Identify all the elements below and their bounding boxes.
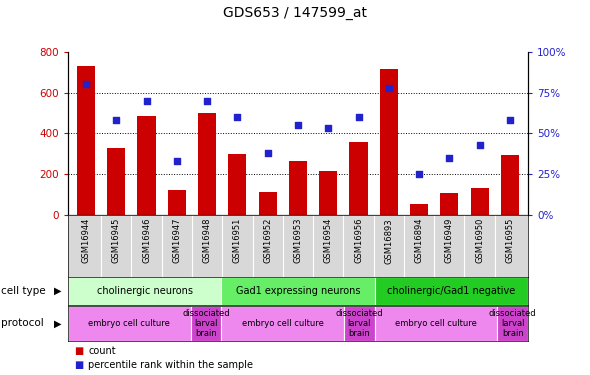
Text: embryo cell culture: embryo cell culture xyxy=(242,319,323,328)
Point xyxy=(323,125,333,131)
Bar xyxy=(221,277,375,305)
Point xyxy=(232,114,242,120)
Point xyxy=(112,117,121,123)
Text: GSM16946: GSM16946 xyxy=(142,218,151,264)
Bar xyxy=(380,69,398,215)
Bar xyxy=(410,204,428,215)
Bar xyxy=(168,190,186,215)
Text: ▶: ▶ xyxy=(54,318,61,328)
Point xyxy=(354,114,363,120)
Text: protocol: protocol xyxy=(1,318,44,328)
Bar xyxy=(258,192,277,215)
Bar xyxy=(137,116,156,215)
Text: ■: ■ xyxy=(74,346,83,356)
Bar xyxy=(68,306,191,341)
Text: GSM16948: GSM16948 xyxy=(202,218,212,264)
Text: GSM16949: GSM16949 xyxy=(445,218,454,263)
Text: percentile rank within the sample: percentile rank within the sample xyxy=(88,360,254,370)
Text: GSM16947: GSM16947 xyxy=(172,218,181,264)
Point xyxy=(445,155,454,161)
Text: cholinergic/Gad1 negative: cholinergic/Gad1 negative xyxy=(387,286,516,296)
Bar xyxy=(221,306,344,341)
Text: embryo cell culture: embryo cell culture xyxy=(395,319,477,328)
Point xyxy=(263,150,273,156)
Bar xyxy=(107,148,125,215)
Text: GSM16952: GSM16952 xyxy=(263,218,272,263)
Text: dissociated
larval
brain: dissociated larval brain xyxy=(182,309,230,338)
Bar xyxy=(497,306,528,341)
Point xyxy=(172,158,182,164)
Text: Gad1 expressing neurons: Gad1 expressing neurons xyxy=(235,286,360,296)
Bar xyxy=(198,113,216,215)
Text: embryo cell culture: embryo cell culture xyxy=(88,319,170,328)
Bar xyxy=(470,188,489,215)
Text: dissociated
larval
brain: dissociated larval brain xyxy=(489,309,536,338)
Bar xyxy=(349,142,368,215)
Text: GDS653 / 147599_at: GDS653 / 147599_at xyxy=(223,6,367,20)
Text: cholinergic neurons: cholinergic neurons xyxy=(97,286,192,296)
Point xyxy=(142,98,151,104)
Text: GSM16945: GSM16945 xyxy=(112,218,121,263)
Point xyxy=(293,122,303,128)
Bar xyxy=(440,194,458,215)
Point xyxy=(505,117,514,123)
Point xyxy=(414,171,424,177)
Text: GSM16955: GSM16955 xyxy=(506,218,514,263)
Point xyxy=(202,98,212,104)
Text: GSM16956: GSM16956 xyxy=(354,218,363,264)
Text: GSM16954: GSM16954 xyxy=(324,218,333,263)
Bar xyxy=(319,171,337,215)
Point xyxy=(475,142,484,148)
Point xyxy=(384,85,394,91)
Text: GSM16944: GSM16944 xyxy=(81,218,90,263)
Text: GSM16893: GSM16893 xyxy=(384,218,394,264)
Bar xyxy=(375,277,528,305)
Bar xyxy=(501,155,519,215)
Text: ■: ■ xyxy=(74,360,83,370)
Text: GSM16894: GSM16894 xyxy=(415,218,424,264)
Bar xyxy=(77,66,95,215)
Text: dissociated
larval
brain: dissociated larval brain xyxy=(336,309,383,338)
Bar xyxy=(289,161,307,215)
Text: GSM16950: GSM16950 xyxy=(475,218,484,263)
Bar xyxy=(344,306,375,341)
Bar xyxy=(191,306,221,341)
Point xyxy=(81,81,91,87)
Bar xyxy=(68,277,221,305)
Bar xyxy=(375,306,497,341)
Text: GSM16951: GSM16951 xyxy=(233,218,242,263)
Text: cell type: cell type xyxy=(1,286,46,296)
Bar xyxy=(228,154,247,215)
Text: GSM16953: GSM16953 xyxy=(293,218,303,264)
Text: ▶: ▶ xyxy=(54,286,61,296)
Text: count: count xyxy=(88,346,116,356)
